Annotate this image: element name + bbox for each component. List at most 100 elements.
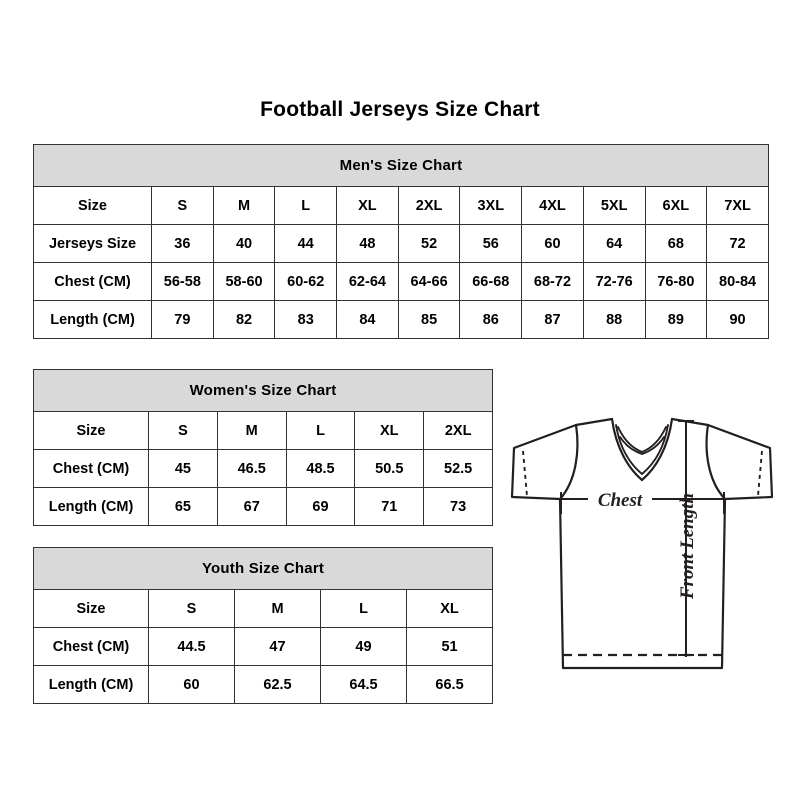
table-row: Length (CM) 60 62.5 64.5 66.5 bbox=[33, 665, 494, 704]
men-cell-value: 64-66 bbox=[397, 262, 461, 301]
table-row: Chest (CM) 44.5 47 49 51 bbox=[33, 627, 494, 666]
women-cell-value: 45 bbox=[148, 449, 218, 488]
men-cell-value: 85 bbox=[397, 300, 461, 339]
men-cell-value: 44 bbox=[274, 224, 338, 263]
tshirt-measurement-diagram: Chest Front Length bbox=[500, 396, 785, 686]
men-cell-value: 56 bbox=[459, 224, 523, 263]
youth-row-label: Chest (CM) bbox=[33, 627, 149, 666]
youth-column-header: M bbox=[234, 589, 321, 628]
men-cell-value: 90 bbox=[706, 300, 769, 339]
women-cell-value: 50.5 bbox=[354, 449, 425, 488]
men-cell-value: 60-62 bbox=[274, 262, 338, 301]
men-column-header: 6XL bbox=[644, 186, 708, 225]
table-row: Length (CM) 65 67 69 71 73 bbox=[33, 487, 494, 526]
youth-column-header: S bbox=[148, 589, 235, 628]
youth-column-header: Size bbox=[33, 589, 149, 628]
men-cell-value: 52 bbox=[397, 224, 461, 263]
men-column-header: XL bbox=[336, 186, 399, 225]
table-row: Length (CM) 79 82 83 84 85 86 87 88 89 90 bbox=[33, 300, 769, 339]
youth-row-label: Length (CM) bbox=[33, 665, 149, 704]
men-row-label: Jerseys Size bbox=[33, 224, 152, 263]
men-column-header: M bbox=[212, 186, 276, 225]
men-column-header: S bbox=[151, 186, 214, 225]
table-row: Jerseys Size 36 40 44 48 52 56 60 64 68 72 bbox=[33, 224, 769, 263]
men-cell-value: 62-64 bbox=[336, 262, 399, 301]
women-cell-value: 71 bbox=[354, 487, 425, 526]
men-column-header: 5XL bbox=[582, 186, 646, 225]
women-column-header: 2XL bbox=[423, 411, 494, 450]
men-cell-value: 68-72 bbox=[521, 262, 584, 301]
men-table-banner: Men's Size Chart bbox=[33, 144, 769, 187]
youth-size-table: Youth Size Chart Size S M L XL Chest (CM) 44.5 4… bbox=[32, 547, 494, 704]
women-cell-value: 65 bbox=[148, 487, 218, 526]
women-table-header-row: Size S M L XL 2XL bbox=[33, 411, 494, 450]
youth-cell-value: 66.5 bbox=[405, 665, 494, 704]
men-cell-value: 82 bbox=[212, 300, 276, 339]
men-cell-value: 87 bbox=[521, 300, 584, 339]
men-cell-value: 76-80 bbox=[644, 262, 708, 301]
women-row-label: Length (CM) bbox=[33, 487, 149, 526]
men-column-header: Size bbox=[33, 186, 152, 225]
men-column-header: 3XL bbox=[459, 186, 523, 225]
youth-table-banner: Youth Size Chart bbox=[32, 547, 494, 590]
women-cell-value: 69 bbox=[285, 487, 356, 526]
men-row-label: Length (CM) bbox=[33, 300, 152, 339]
women-cell-value: 73 bbox=[423, 487, 494, 526]
women-column-header: Size bbox=[33, 411, 149, 450]
men-cell-value: 88 bbox=[582, 300, 646, 339]
men-row-label: Chest (CM) bbox=[33, 262, 152, 301]
men-cell-value: 56-58 bbox=[151, 262, 214, 301]
women-table-banner-row: Women's Size Chart bbox=[32, 369, 494, 412]
women-table-banner: Women's Size Chart bbox=[32, 369, 494, 412]
men-cell-value: 36 bbox=[151, 224, 214, 263]
youth-cell-value: 62.5 bbox=[234, 665, 321, 704]
table-row: Chest (CM) 56-58 58-60 60-62 62-64 64-66 66-68… bbox=[33, 262, 769, 301]
youth-cell-value: 60 bbox=[148, 665, 235, 704]
youth-column-header: XL bbox=[405, 589, 494, 628]
youth-table-banner-row: Youth Size Chart bbox=[32, 547, 494, 590]
men-table-banner-row: Men's Size Chart bbox=[33, 144, 769, 187]
chest-measure-label: Chest bbox=[598, 490, 643, 511]
men-cell-value: 80-84 bbox=[706, 262, 769, 301]
men-cell-value: 84 bbox=[336, 300, 399, 339]
youth-table-header-row: Size S M L XL bbox=[33, 589, 494, 628]
front-length-measure-label: Front Length bbox=[677, 493, 698, 600]
men-cell-value: 72-76 bbox=[582, 262, 646, 301]
men-cell-value: 86 bbox=[459, 300, 523, 339]
youth-cell-value: 44.5 bbox=[148, 627, 235, 666]
women-cell-value: 52.5 bbox=[423, 449, 494, 488]
men-cell-value: 83 bbox=[274, 300, 338, 339]
women-cell-value: 67 bbox=[216, 487, 287, 526]
women-cell-value: 46.5 bbox=[216, 449, 287, 488]
men-column-header: 7XL bbox=[706, 186, 769, 225]
women-row-label: Chest (CM) bbox=[33, 449, 149, 488]
men-column-header: 2XL bbox=[397, 186, 461, 225]
men-cell-value: 40 bbox=[212, 224, 276, 263]
men-cell-value: 68 bbox=[644, 224, 708, 263]
womens-size-table: Women's Size Chart Size S M L XL 2XL Chest (CM)… bbox=[32, 369, 494, 526]
youth-column-header: L bbox=[320, 589, 407, 628]
youth-cell-value: 47 bbox=[234, 627, 321, 666]
youth-cell-value: 49 bbox=[320, 627, 407, 666]
women-cell-value: 48.5 bbox=[285, 449, 356, 488]
women-column-header: XL bbox=[354, 411, 425, 450]
page-title: Football Jerseys Size Chart bbox=[260, 98, 540, 121]
women-column-header: S bbox=[148, 411, 218, 450]
youth-cell-value: 64.5 bbox=[320, 665, 407, 704]
youth-cell-value: 51 bbox=[405, 627, 494, 666]
men-cell-value: 60 bbox=[521, 224, 584, 263]
men-cell-value: 66-68 bbox=[459, 262, 523, 301]
men-cell-value: 48 bbox=[336, 224, 399, 263]
men-table-header-row: Size S M L XL 2XL 3XL 4XL 5XL 6XL 7XL bbox=[33, 186, 769, 225]
mens-size-table: Men's Size Chart Size S M L XL 2XL 3XL 4XL 5XL 6XL… bbox=[33, 144, 769, 339]
men-cell-value: 64 bbox=[582, 224, 646, 263]
men-cell-value: 79 bbox=[151, 300, 214, 339]
women-column-header: M bbox=[216, 411, 287, 450]
men-cell-value: 72 bbox=[706, 224, 769, 263]
men-cell-value: 58-60 bbox=[212, 262, 276, 301]
men-cell-value: 89 bbox=[644, 300, 708, 339]
women-column-header: L bbox=[285, 411, 356, 450]
men-column-header: L bbox=[274, 186, 338, 225]
table-row: Chest (CM) 45 46.5 48.5 50.5 52.5 bbox=[33, 449, 494, 488]
